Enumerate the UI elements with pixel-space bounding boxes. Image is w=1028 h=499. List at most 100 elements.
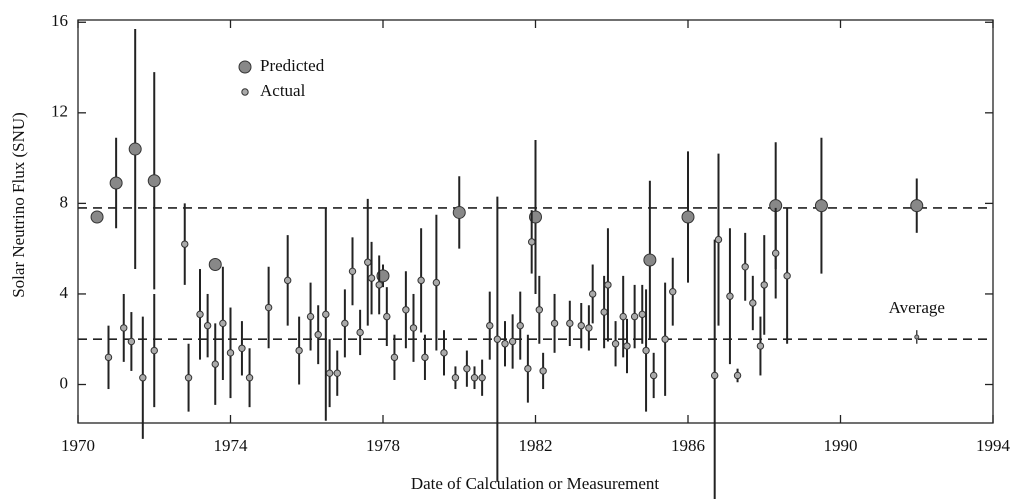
- point: [604, 281, 612, 289]
- point: [783, 272, 791, 280]
- point: [741, 263, 749, 271]
- point: [283, 276, 292, 285]
- point: [322, 310, 330, 319]
- point: [109, 176, 123, 190]
- x-axis-label: Date of Calculation or Measurement: [411, 474, 660, 493]
- legend-label: Actual: [260, 81, 306, 100]
- point: [585, 324, 593, 332]
- point: [196, 310, 204, 319]
- point: [486, 321, 494, 330]
- point: [910, 199, 924, 213]
- point: [749, 299, 757, 307]
- point: [226, 349, 235, 357]
- point: [314, 331, 322, 339]
- point: [432, 278, 441, 287]
- point: [120, 324, 128, 332]
- point: [611, 340, 620, 348]
- point: [669, 287, 677, 296]
- point: [203, 321, 212, 330]
- point: [383, 312, 391, 321]
- point: [367, 274, 376, 282]
- x-tick-label: 1978: [366, 436, 400, 455]
- y-tick-label: 4: [60, 283, 69, 302]
- point: [139, 374, 147, 382]
- point: [710, 371, 719, 380]
- point: [211, 360, 219, 368]
- point: [440, 349, 448, 357]
- legend-label: Predicted: [260, 56, 325, 75]
- point: [219, 319, 227, 328]
- point: [771, 249, 780, 257]
- point: [470, 374, 479, 382]
- point: [600, 308, 608, 316]
- point: [341, 319, 349, 328]
- x-tick-label: 1990: [824, 436, 858, 455]
- point: [452, 205, 466, 219]
- point: [642, 346, 650, 355]
- annotation-text: Average: [889, 298, 945, 317]
- point: [649, 371, 658, 380]
- point: [814, 199, 828, 213]
- point: [104, 353, 113, 362]
- point: [364, 258, 372, 266]
- y-tick-label: 12: [51, 102, 68, 121]
- point: [539, 367, 547, 375]
- point: [508, 337, 517, 346]
- point: [478, 374, 486, 382]
- y-tick-label: 0: [60, 373, 69, 392]
- x-tick-label: 1994: [976, 436, 1011, 455]
- point: [451, 374, 460, 382]
- point: [150, 346, 158, 355]
- point: [348, 267, 357, 276]
- point: [390, 353, 399, 362]
- point: [550, 319, 559, 328]
- point: [661, 335, 669, 343]
- point: [760, 281, 768, 289]
- point: [325, 369, 334, 377]
- point: [208, 258, 222, 272]
- point: [409, 324, 418, 332]
- point: [333, 369, 341, 377]
- point: [733, 371, 742, 380]
- point: [463, 364, 471, 373]
- annotation-point: [914, 334, 920, 340]
- x-tick-label: 1970: [61, 436, 95, 455]
- y-tick-label: 16: [51, 11, 68, 30]
- y-tick-label: 8: [60, 192, 69, 211]
- point: [623, 342, 631, 350]
- legend-marker: [241, 88, 249, 96]
- point: [90, 210, 104, 224]
- point: [238, 344, 246, 352]
- point: [638, 310, 646, 319]
- x-tick-label: 1986: [671, 436, 705, 455]
- x-tick-label: 1974: [214, 436, 249, 455]
- point: [630, 312, 639, 321]
- y-axis-label: Solar Neutrino Flux (SNU): [9, 112, 28, 298]
- point: [421, 353, 429, 362]
- point: [756, 342, 765, 350]
- point: [264, 303, 273, 312]
- point: [295, 346, 303, 355]
- point: [184, 374, 193, 382]
- point: [643, 253, 657, 267]
- point: [516, 321, 524, 330]
- point: [566, 319, 574, 328]
- point: [417, 276, 425, 285]
- point: [588, 290, 597, 298]
- point: [714, 235, 723, 244]
- point: [501, 340, 509, 348]
- point: [356, 328, 364, 337]
- x-tick-label: 1982: [519, 436, 553, 455]
- point: [493, 335, 502, 343]
- point: [402, 306, 410, 314]
- point: [375, 281, 383, 289]
- point: [577, 321, 585, 330]
- point: [181, 240, 189, 248]
- point: [726, 292, 734, 300]
- point: [306, 312, 315, 321]
- point: [147, 174, 161, 188]
- legend-marker: [238, 60, 252, 74]
- point: [535, 306, 544, 314]
- point: [527, 238, 536, 246]
